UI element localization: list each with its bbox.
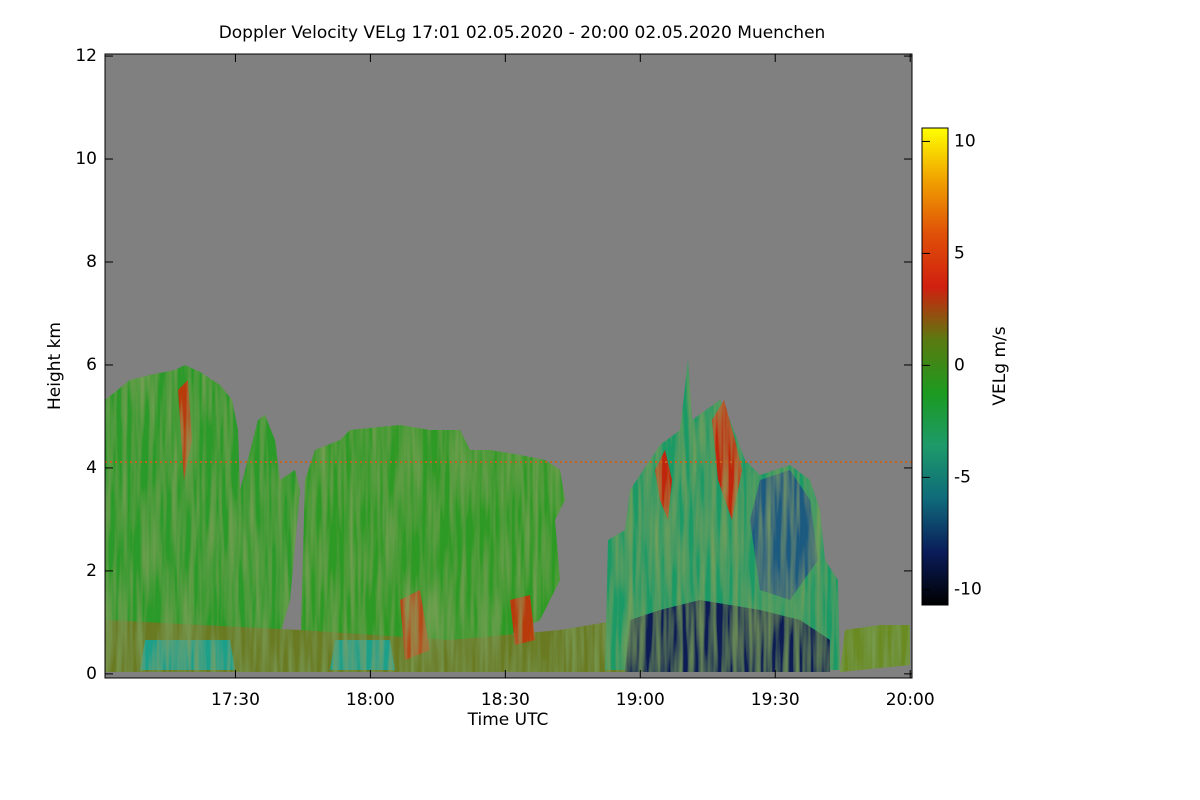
y-tick-label: 6 xyxy=(86,355,97,375)
colorbar-tick-label: 0 xyxy=(954,355,965,375)
plot-frame xyxy=(104,53,913,679)
x-tick-label: 18:30 xyxy=(481,690,530,710)
x-tick-label: 19:30 xyxy=(751,690,800,710)
x-axis-label: Time UTC xyxy=(467,710,549,730)
colorbar-tick-label: -5 xyxy=(954,467,971,487)
y-tick-label: 4 xyxy=(86,458,97,478)
chart-title: Doppler Velocity VELg 17:01 02.05.2020 -… xyxy=(219,23,826,43)
x-tick-label: 18:00 xyxy=(346,690,395,710)
radar-echoes xyxy=(105,360,910,672)
y-tick-label: 2 xyxy=(86,561,97,581)
x-tick-label: 19:00 xyxy=(616,690,665,710)
colorbar-tick-label: -10 xyxy=(954,579,982,599)
y-tick-label: 10 xyxy=(75,149,97,169)
y-tick-label: 8 xyxy=(86,252,97,272)
colorbar xyxy=(921,127,949,606)
colorbar-tick-label: 10 xyxy=(954,131,976,151)
y-tick-label: 12 xyxy=(75,46,97,66)
y-tick-label: 0 xyxy=(86,664,97,684)
x-tick-label: 17:30 xyxy=(211,690,260,710)
x-tick-label: 20:00 xyxy=(886,690,935,710)
y-axis-label: Height km xyxy=(45,322,65,410)
colorbar-tick-label: 5 xyxy=(954,243,965,263)
colorbar-label: VELg m/s xyxy=(990,326,1010,405)
